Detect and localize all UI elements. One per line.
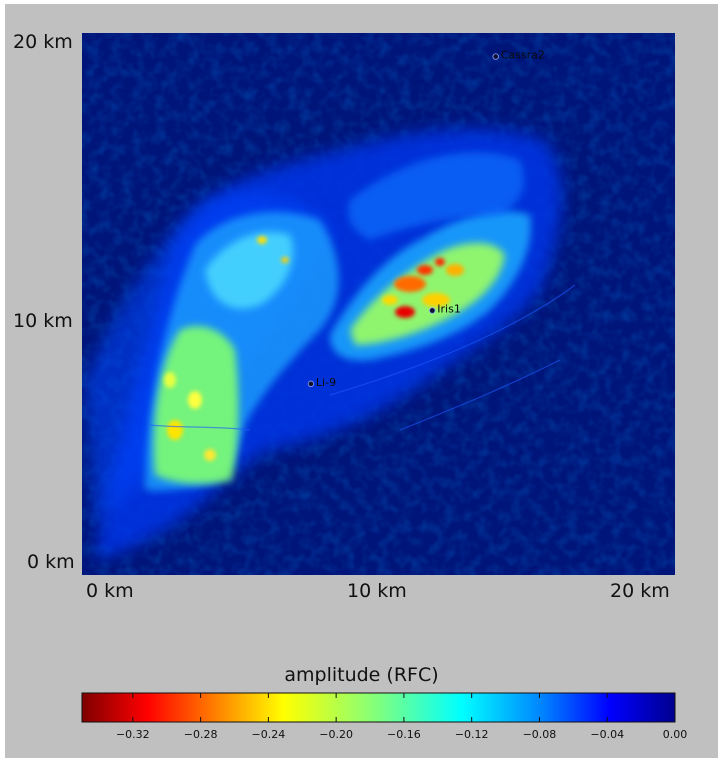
colorbar-tick-label: −0.28 <box>183 728 218 741</box>
map-lineaments <box>149 284 576 431</box>
well-label: Cassra2 <box>501 49 545 62</box>
map-lobe-central <box>350 243 505 345</box>
colorbar-tick-label: 0.00 <box>662 728 688 741</box>
y-tick-label-10: 10 km <box>13 310 73 332</box>
map-high-amplitude-spots <box>164 236 464 461</box>
well-label: Li-9 <box>316 376 336 389</box>
well-marker <box>307 380 315 388</box>
colorbar-tick-label: −0.32 <box>115 728 150 741</box>
colorbar-tick-label: −0.08 <box>522 728 557 741</box>
colorbar-ticks <box>132 693 676 722</box>
wells: Cassra2 Iris1 Li-9 <box>307 49 545 389</box>
map-fringe-north <box>348 152 524 240</box>
well-marker <box>429 307 436 314</box>
colorbar <box>81 692 676 723</box>
map-lobe-northwest <box>205 231 294 309</box>
well-label: Iris1 <box>437 303 461 316</box>
well-marker <box>492 53 499 60</box>
amplitude-map <box>82 33 675 575</box>
x-tick-label-10: 10 km <box>347 580 407 602</box>
colorbar-tick-label: −0.12 <box>454 728 489 741</box>
x-tick-label-0: 0 km <box>86 580 134 602</box>
colorbar-title: amplitude (RFC) <box>284 664 439 686</box>
colorbar-tick-label: −0.20 <box>319 728 353 741</box>
y-tick-label-20: 20 km <box>13 31 73 53</box>
x-tick-label-20: 20 km <box>610 580 670 602</box>
colorbar-tick-label: −0.16 <box>387 728 421 741</box>
colorbar-tick-label: −0.24 <box>251 728 286 741</box>
colorbar-tick-label: −0.04 <box>590 728 625 741</box>
y-tick-label-0: 0 km <box>27 551 75 573</box>
